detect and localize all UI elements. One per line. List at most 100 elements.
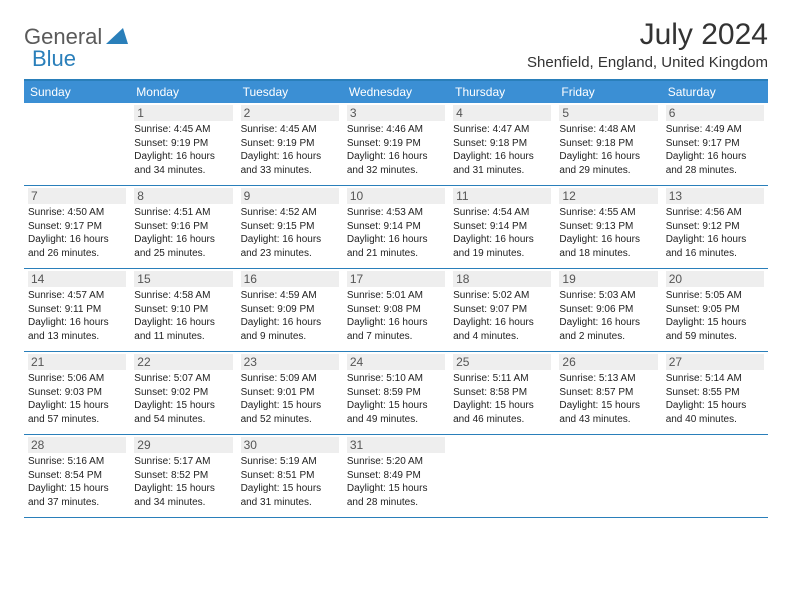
day-cell: 17 Sunrise: 5:01 AMSunset: 9:08 PMDayligh… bbox=[343, 269, 449, 351]
day-cell: 5Sunrise: 4:48 AMSunset: 9:18 PMDaylight… bbox=[555, 103, 661, 185]
day-number: 30 bbox=[241, 437, 339, 453]
day-number: 16 bbox=[241, 271, 339, 287]
day-info: Sunrise: 4:59 AMSunset: 9:09 PMDaylight:… bbox=[241, 289, 339, 343]
day-number: 7 bbox=[28, 188, 126, 204]
day-info: Sunrise: 4:58 AMSunset: 9:10 PMDaylight:… bbox=[134, 289, 232, 343]
day-cell: 22 Sunrise: 5:07 AMSunset: 9:02 PMDayligh… bbox=[130, 352, 236, 434]
day-number: 12 bbox=[559, 188, 657, 204]
day-cell bbox=[662, 435, 768, 517]
day-number: 20 bbox=[666, 271, 764, 287]
day-number: 13 bbox=[666, 188, 764, 204]
weekday-header: Saturday bbox=[662, 81, 768, 103]
day-info: Sunrise: 4:54 AMSunset: 9:14 PMDaylight:… bbox=[453, 206, 551, 260]
day-cell: 13Sunrise: 4:56 AMSunset: 9:12 PMDayligh… bbox=[662, 186, 768, 268]
week-row: 28 Sunrise: 5:16 AMSunset: 8:54 PMDayligh… bbox=[24, 435, 768, 518]
week-row: 14 Sunrise: 4:57 AMSunset: 9:11 PMDayligh… bbox=[24, 269, 768, 352]
day-number: 6 bbox=[666, 105, 764, 121]
day-info: Sunrise: 4:51 AMSunset: 9:16 PMDaylight:… bbox=[134, 206, 232, 260]
day-cell bbox=[449, 435, 555, 517]
day-info: Sunrise: 4:45 AMSunset: 9:19 PMDaylight:… bbox=[134, 123, 232, 177]
day-info: Sunrise: 4:55 AMSunset: 9:13 PMDaylight:… bbox=[559, 206, 657, 260]
day-number: 22 bbox=[134, 354, 232, 370]
week-row: 1Sunrise: 4:45 AMSunset: 9:19 PMDaylight… bbox=[24, 103, 768, 186]
day-cell: 25 Sunrise: 5:11 AMSunset: 8:58 PMDayligh… bbox=[449, 352, 555, 434]
day-number: 28 bbox=[28, 437, 126, 453]
day-number: 8 bbox=[134, 188, 232, 204]
weekday-header-row: SundayMondayTuesdayWednesdayThursdayFrid… bbox=[24, 81, 768, 103]
day-number: 14 bbox=[28, 271, 126, 287]
day-cell: 2Sunrise: 4:45 AMSunset: 9:19 PMDaylight… bbox=[237, 103, 343, 185]
title-block: July 2024 Shenfield, England, United Kin… bbox=[527, 18, 768, 71]
day-cell: 7 Sunrise: 4:50 AMSunset: 9:17 PMDaylight… bbox=[24, 186, 130, 268]
day-cell: 27 Sunrise: 5:14 AMSunset: 8:55 PMDayligh… bbox=[662, 352, 768, 434]
day-cell: 14 Sunrise: 4:57 AMSunset: 9:11 PMDayligh… bbox=[24, 269, 130, 351]
day-info: Sunrise: 5:16 AMSunset: 8:54 PMDaylight:… bbox=[28, 455, 126, 509]
day-info: Sunrise: 5:05 AMSunset: 9:05 PMDaylight:… bbox=[666, 289, 764, 343]
day-info: Sunrise: 4:46 AMSunset: 9:19 PMDaylight:… bbox=[347, 123, 445, 177]
day-info: Sunrise: 5:07 AMSunset: 9:02 PMDaylight:… bbox=[134, 372, 232, 426]
day-number: 21 bbox=[28, 354, 126, 370]
day-number: 24 bbox=[347, 354, 445, 370]
weekday-header: Thursday bbox=[449, 81, 555, 103]
day-info: Sunrise: 5:01 AMSunset: 9:08 PMDaylight:… bbox=[347, 289, 445, 343]
week-row: 21 Sunrise: 5:06 AMSunset: 9:03 PMDayligh… bbox=[24, 352, 768, 435]
day-cell: 19 Sunrise: 5:03 AMSunset: 9:06 PMDayligh… bbox=[555, 269, 661, 351]
day-info: Sunrise: 5:19 AMSunset: 8:51 PMDaylight:… bbox=[241, 455, 339, 509]
day-info: Sunrise: 4:48 AMSunset: 9:18 PMDaylight:… bbox=[559, 123, 657, 177]
day-cell: 3 Sunrise: 4:46 AMSunset: 9:19 PMDaylight… bbox=[343, 103, 449, 185]
day-info: Sunrise: 5:11 AMSunset: 8:58 PMDaylight:… bbox=[453, 372, 551, 426]
day-number: 4 bbox=[453, 105, 551, 121]
month-title: July 2024 bbox=[527, 18, 768, 52]
day-info: Sunrise: 5:02 AMSunset: 9:07 PMDaylight:… bbox=[453, 289, 551, 343]
day-cell: 31 Sunrise: 5:20 AMSunset: 8:49 PMDayligh… bbox=[343, 435, 449, 517]
day-number: 18 bbox=[453, 271, 551, 287]
calendar: SundayMondayTuesdayWednesdayThursdayFrid… bbox=[24, 79, 768, 518]
day-number: 27 bbox=[666, 354, 764, 370]
day-number: 29 bbox=[134, 437, 232, 453]
day-info: Sunrise: 4:47 AMSunset: 9:18 PMDaylight:… bbox=[453, 123, 551, 177]
day-number: 3 bbox=[347, 105, 445, 121]
day-number: 23 bbox=[241, 354, 339, 370]
day-info: Sunrise: 5:06 AMSunset: 9:03 PMDaylight:… bbox=[28, 372, 126, 426]
day-cell: 24 Sunrise: 5:10 AMSunset: 8:59 PMDayligh… bbox=[343, 352, 449, 434]
weekday-header: Sunday bbox=[24, 81, 130, 103]
day-info: Sunrise: 4:53 AMSunset: 9:14 PMDaylight:… bbox=[347, 206, 445, 260]
day-number: 10 bbox=[347, 188, 445, 204]
day-info: Sunrise: 5:03 AMSunset: 9:06 PMDaylight:… bbox=[559, 289, 657, 343]
day-number: 11 bbox=[453, 188, 551, 204]
location-text: Shenfield, England, United Kingdom bbox=[527, 54, 768, 71]
day-info: Sunrise: 4:52 AMSunset: 9:15 PMDaylight:… bbox=[241, 206, 339, 260]
day-cell: 9 Sunrise: 4:52 AMSunset: 9:15 PMDaylight… bbox=[237, 186, 343, 268]
logo-text-blue: Blue bbox=[32, 46, 76, 72]
week-row: 7 Sunrise: 4:50 AMSunset: 9:17 PMDaylight… bbox=[24, 186, 768, 269]
logo-triangle-icon bbox=[106, 26, 128, 49]
day-number: 9 bbox=[241, 188, 339, 204]
day-number: 31 bbox=[347, 437, 445, 453]
day-info: Sunrise: 5:09 AMSunset: 9:01 PMDaylight:… bbox=[241, 372, 339, 426]
day-info: Sunrise: 4:57 AMSunset: 9:11 PMDaylight:… bbox=[28, 289, 126, 343]
day-cell: 10 Sunrise: 4:53 AMSunset: 9:14 PMDayligh… bbox=[343, 186, 449, 268]
day-cell: 20 Sunrise: 5:05 AMSunset: 9:05 PMDayligh… bbox=[662, 269, 768, 351]
day-info: Sunrise: 5:13 AMSunset: 8:57 PMDaylight:… bbox=[559, 372, 657, 426]
day-cell: 4 Sunrise: 4:47 AMSunset: 9:18 PMDaylight… bbox=[449, 103, 555, 185]
day-cell: 21 Sunrise: 5:06 AMSunset: 9:03 PMDayligh… bbox=[24, 352, 130, 434]
day-number: 19 bbox=[559, 271, 657, 287]
day-cell: 29Sunrise: 5:17 AMSunset: 8:52 PMDayligh… bbox=[130, 435, 236, 517]
day-cell: 6Sunrise: 4:49 AMSunset: 9:17 PMDaylight… bbox=[662, 103, 768, 185]
day-info: Sunrise: 5:20 AMSunset: 8:49 PMDaylight:… bbox=[347, 455, 445, 509]
day-number: 25 bbox=[453, 354, 551, 370]
day-number: 2 bbox=[241, 105, 339, 121]
day-info: Sunrise: 5:14 AMSunset: 8:55 PMDaylight:… bbox=[666, 372, 764, 426]
day-cell: 26Sunrise: 5:13 AMSunset: 8:57 PMDayligh… bbox=[555, 352, 661, 434]
day-cell: 28 Sunrise: 5:16 AMSunset: 8:54 PMDayligh… bbox=[24, 435, 130, 517]
day-info: Sunrise: 5:10 AMSunset: 8:59 PMDaylight:… bbox=[347, 372, 445, 426]
weekday-header: Wednesday bbox=[343, 81, 449, 103]
weeks-container: 1Sunrise: 4:45 AMSunset: 9:19 PMDaylight… bbox=[24, 103, 768, 518]
day-info: Sunrise: 4:50 AMSunset: 9:17 PMDaylight:… bbox=[28, 206, 126, 260]
day-cell bbox=[555, 435, 661, 517]
day-cell bbox=[24, 103, 130, 185]
day-cell: 30 Sunrise: 5:19 AMSunset: 8:51 PMDayligh… bbox=[237, 435, 343, 517]
weekday-header: Monday bbox=[130, 81, 236, 103]
day-number: 17 bbox=[347, 271, 445, 287]
day-cell: 18 Sunrise: 5:02 AMSunset: 9:07 PMDayligh… bbox=[449, 269, 555, 351]
